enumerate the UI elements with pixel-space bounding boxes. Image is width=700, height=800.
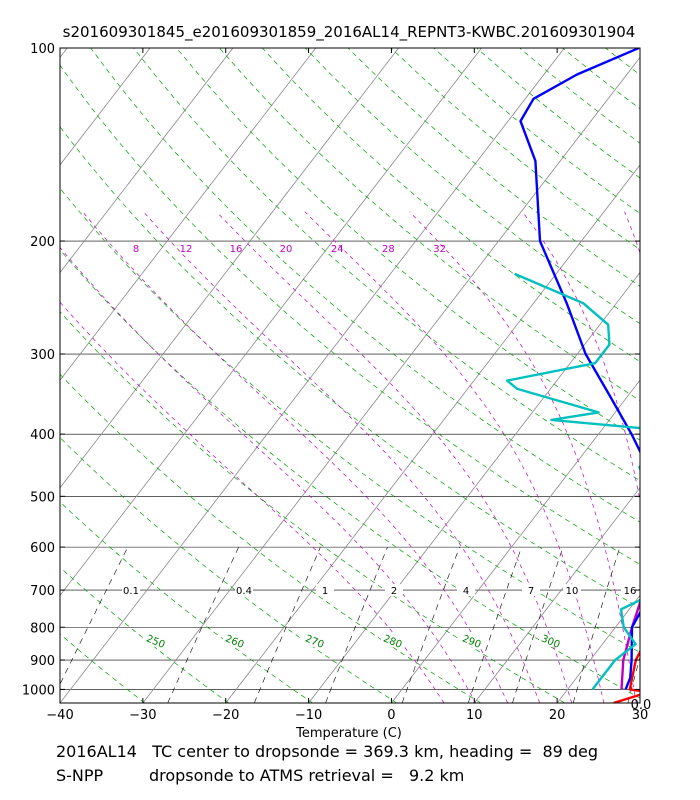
- dry-adiabat-label-bg: [144, 634, 168, 647]
- mixing-ratio-line: [467, 547, 522, 703]
- dry-adiabat-line: [60, 249, 640, 699]
- mixing-ratio-label-bg: [385, 584, 403, 597]
- dry-adiabat-label-bg: [539, 634, 563, 647]
- y-tick-label: 700: [30, 584, 55, 599]
- dry-adiabat-line: [60, 566, 229, 703]
- y-tick-label: 1000: [22, 683, 55, 698]
- dry-adiabat-line: [60, 437, 397, 703]
- isotherm-label: 20: [280, 244, 293, 255]
- moist-adiabat-line: [409, 211, 637, 703]
- mixing-ratio-line: [60, 546, 129, 685]
- footer-line-1: 2016AL14 TC center to dropsonde = 369.3 …: [56, 742, 598, 761]
- mixing-ratio-label-bg: [122, 584, 140, 597]
- mixing-ratio-label-bg: [316, 584, 334, 597]
- mixing-ratio-label: 0.1: [123, 586, 139, 597]
- isotherm-line: [225, 164, 640, 703]
- dry-adiabat-line: [176, 48, 640, 441]
- isotherm-line: [60, 48, 151, 166]
- dry-adiabat-label-bg: [223, 634, 247, 647]
- mixing-ratio-label-bg: [235, 584, 253, 597]
- y-tick-label: 200: [30, 235, 55, 250]
- corner-label: 0.0: [631, 698, 652, 713]
- dry-adiabat-line: [60, 187, 640, 653]
- y-tick-label: 800: [30, 621, 55, 636]
- mixing-ratio-label: 7: [528, 586, 534, 597]
- plot-area: [60, 48, 640, 703]
- y-tick-label: 400: [30, 428, 55, 443]
- plot-frame: [59, 47, 641, 704]
- isotherm-label: 32: [433, 244, 446, 255]
- isotherm-label: 12: [180, 244, 193, 255]
- isotherm-label: 24: [331, 244, 344, 255]
- isotherm-line: [60, 48, 565, 703]
- y-tick-label: 500: [30, 490, 55, 505]
- chart-title: s201609301845_e201609301859_2016AL14_REP…: [63, 23, 636, 42]
- dry-adiabat-line: [304, 48, 640, 325]
- moist-adiabat-line: [60, 246, 477, 703]
- temperature-profile: [613, 649, 640, 703]
- dry-adiabat-line: [60, 64, 640, 565]
- x-tick-label: −10: [295, 708, 322, 723]
- mixing-ratio-line: [254, 546, 321, 703]
- mixing-ratio-line: [325, 546, 388, 703]
- moist-adiabat-line: [143, 211, 541, 703]
- mixing-ratio-line: [167, 546, 239, 703]
- isotherm-line: [60, 48, 399, 489]
- y-tick-label: 900: [30, 654, 55, 669]
- dewpoint-profile: [519, 48, 640, 690]
- mixing-ratio-label: 4: [463, 586, 469, 597]
- x-tick-label: 20: [549, 708, 566, 723]
- atms-retrieval-temperature-profile: [620, 598, 640, 690]
- x-tick-label: −40: [46, 708, 73, 723]
- x-tick-label: 0: [387, 708, 395, 723]
- isotherm-line: [473, 487, 640, 703]
- moist-adiabat-line: [82, 211, 509, 703]
- mixing-ratio-label: 10: [566, 586, 579, 597]
- dry-adiabat-line: [60, 501, 313, 703]
- mixing-ratio-label-bg: [457, 584, 475, 597]
- mixing-ratio-label-bg: [522, 584, 540, 597]
- moist-adiabat-line: [522, 211, 640, 503]
- dry-adiabat-label-bg: [460, 634, 484, 647]
- dry-adiabat-label-bg: [381, 634, 405, 647]
- mixing-ratio-label: 2: [391, 586, 397, 597]
- axes: −40 −30 −20 −10 0 10 20 30 100 200 300 400 500 600 700…: [22, 42, 648, 723]
- x-tick-label: −30: [129, 708, 156, 723]
- dry-adiabat-label-bg: [303, 634, 327, 647]
- mixing-ratio-label: 0.4: [236, 586, 252, 597]
- moist-adiabat-line: [60, 301, 445, 703]
- mixing-ratio-label: 1: [322, 586, 328, 597]
- dry-adiabat-line: [133, 48, 640, 482]
- y-tick-label: 100: [30, 42, 55, 57]
- atms-retrieval-dewpoint-profile: [505, 272, 640, 691]
- x-tick-label: 10: [466, 708, 483, 723]
- footer-line-2: S-NPP dropsonde to ATMS retrieval = 9.2 …: [56, 766, 464, 785]
- dry-adiabat-line: [60, 373, 481, 703]
- mixing-ratio-label: 16: [624, 586, 637, 597]
- mixing-ratio-label-bg: [621, 584, 639, 597]
- mixing-ratio-line: [572, 547, 621, 703]
- dry-adiabat-line: [60, 311, 565, 703]
- mixing-ratio-label-bg: [563, 584, 581, 597]
- mixing-ratio-line: [512, 547, 564, 703]
- mixing-ratio-line: [401, 546, 460, 703]
- isotherm-line: [60, 48, 482, 597]
- isotherm-line: [391, 379, 640, 703]
- isotherm-line: [60, 48, 234, 274]
- isotherm-label: 8: [133, 244, 139, 255]
- x-axis-label: Temperature (C): [295, 726, 402, 741]
- dry-adiabat-line: [60, 633, 145, 703]
- isotherm-line: [60, 48, 317, 381]
- moist-adiabat-line: [216, 211, 573, 703]
- y-tick-label: 300: [30, 348, 55, 363]
- y-tick-label: 600: [30, 541, 55, 556]
- x-tick-label: 30: [632, 708, 649, 723]
- isotherm-label: 28: [382, 244, 395, 255]
- isotherm-label: 16: [230, 244, 243, 255]
- x-tick-label: −20: [212, 708, 239, 723]
